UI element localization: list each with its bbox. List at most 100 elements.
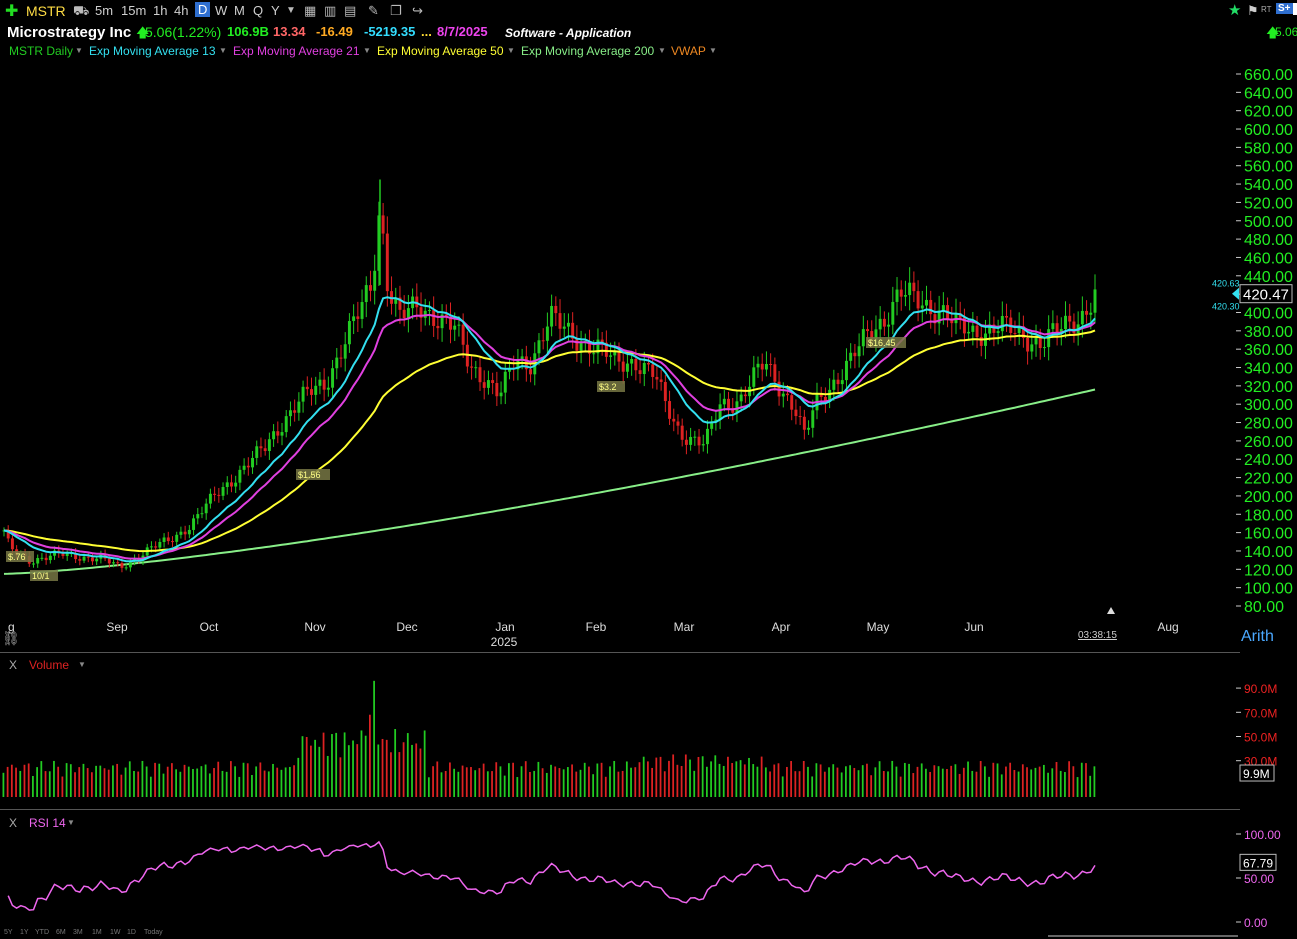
volume-bar bbox=[714, 755, 717, 797]
add-icon[interactable]: ✚ bbox=[5, 3, 19, 20]
study-ema200[interactable]: Exp Moving Average 200 bbox=[521, 44, 655, 58]
rsi-chart[interactable]: 100.00 50.00 0.00 67.79 bbox=[0, 812, 1297, 930]
s-plus-icon[interactable]: S+ bbox=[1276, 3, 1293, 14]
volume-label[interactable]: Volume bbox=[29, 658, 70, 672]
pane-divider[interactable] bbox=[0, 652, 1240, 653]
volume-bar bbox=[756, 766, 759, 797]
volume-bar bbox=[1076, 777, 1079, 797]
timeframe-y[interactable]: Y bbox=[271, 3, 280, 18]
volume-bar bbox=[592, 774, 595, 797]
candle bbox=[213, 493, 217, 495]
candle bbox=[790, 395, 794, 410]
candle bbox=[377, 215, 381, 271]
chevron-down-icon[interactable]: ▼ bbox=[78, 660, 86, 669]
ticker-symbol[interactable]: MSTR bbox=[26, 3, 66, 19]
chevron-down-icon[interactable]: ▼ bbox=[507, 46, 515, 55]
volume-bar bbox=[916, 766, 919, 797]
candle bbox=[288, 410, 292, 417]
chevron-down-icon[interactable]: ▼ bbox=[67, 818, 75, 827]
volume-bar bbox=[739, 760, 742, 797]
range-1y[interactable]: 1Y bbox=[20, 929, 29, 936]
range-1w[interactable]: 1W bbox=[110, 929, 121, 936]
range-1m[interactable]: 1M bbox=[92, 929, 102, 936]
scrollbar[interactable] bbox=[1048, 935, 1238, 937]
study-ema13[interactable]: Exp Moving Average 13 bbox=[89, 44, 216, 58]
timeframe-q[interactable]: Q bbox=[253, 3, 264, 18]
study-ema21[interactable]: Exp Moving Average 21 bbox=[233, 44, 360, 58]
volume-bar bbox=[651, 767, 653, 797]
volume-bar bbox=[571, 764, 573, 797]
volume-bar bbox=[2, 772, 5, 797]
chevron-down-icon[interactable]: ▼ bbox=[75, 46, 83, 55]
volume-bar bbox=[786, 766, 788, 797]
x-tick-label: Jun bbox=[964, 620, 983, 634]
volume-bar bbox=[360, 730, 363, 797]
range-3m[interactable]: 3M bbox=[73, 929, 83, 936]
study-mstr-daily[interactable]: MSTR Daily bbox=[9, 44, 74, 58]
timeframe-d[interactable]: D bbox=[195, 2, 211, 17]
volume-bar bbox=[874, 767, 877, 797]
range-ytd[interactable]: YTD bbox=[35, 929, 49, 936]
candle bbox=[731, 408, 735, 413]
study-ema50[interactable]: Exp Moving Average 50 bbox=[377, 44, 504, 58]
volume-bar bbox=[550, 764, 552, 797]
volume-bar bbox=[267, 771, 270, 797]
study-vwap[interactable]: VWAP bbox=[671, 44, 706, 58]
timeframe-15m[interactable]: 15m bbox=[121, 3, 147, 18]
candle bbox=[743, 394, 747, 397]
volume-bar bbox=[1005, 766, 1007, 797]
volume-bar bbox=[474, 770, 477, 797]
chevron-down-icon[interactable]: ▼ bbox=[658, 46, 666, 55]
layers-icon[interactable]: ❐ bbox=[390, 3, 402, 18]
range-5y[interactable]: 5Y bbox=[4, 929, 13, 936]
chevron-down-icon[interactable]: ▼ bbox=[709, 46, 717, 55]
rsi-close-button[interactable]: X bbox=[9, 816, 18, 830]
volume-bar bbox=[482, 763, 485, 797]
compare-icon[interactable]: ⛟ bbox=[73, 3, 90, 18]
timeframe-4h[interactable]: 4h bbox=[174, 3, 189, 18]
y-tick-label: 320.00 bbox=[1244, 379, 1293, 396]
candle bbox=[112, 562, 115, 564]
volume-bar bbox=[179, 771, 182, 797]
timeframe-1h[interactable]: 1h bbox=[153, 3, 168, 18]
flag-icon[interactable]: ⚑ bbox=[1247, 3, 1259, 18]
range-today[interactable]: Today bbox=[144, 929, 163, 936]
pane-divider[interactable] bbox=[0, 809, 1240, 810]
share-icon[interactable]: ↪ bbox=[412, 3, 423, 18]
volume-close-button[interactable]: X bbox=[9, 658, 18, 672]
rsi-line bbox=[7, 840, 1096, 911]
bars-icon[interactable]: ▥ bbox=[324, 3, 337, 18]
chart-type-icon[interactable]: ▦ bbox=[304, 3, 317, 18]
timeframe-w[interactable]: W bbox=[215, 3, 228, 18]
dropdown-arrow-icon[interactable]: ▼ bbox=[286, 5, 296, 16]
volume-bar bbox=[69, 764, 72, 797]
chevron-down-icon[interactable]: ▼ bbox=[363, 46, 371, 55]
calculator-icon[interactable]: ▤ bbox=[344, 3, 357, 18]
volume-bar bbox=[242, 762, 245, 797]
volume-bar bbox=[659, 756, 662, 797]
volume-bar bbox=[819, 764, 822, 797]
volume-bar bbox=[440, 772, 443, 797]
volume-bar bbox=[777, 763, 780, 797]
volume-bar bbox=[752, 764, 755, 797]
volume-bar bbox=[166, 766, 169, 797]
pencil-icon[interactable]: ✎ bbox=[368, 3, 379, 18]
extra-icon[interactable] bbox=[1293, 3, 1297, 15]
range-1d[interactable]: 1D bbox=[127, 929, 136, 936]
candle bbox=[882, 318, 886, 327]
range-6m[interactable]: 6M bbox=[56, 929, 66, 936]
timeframe-5m[interactable]: 5m bbox=[95, 3, 114, 18]
rsi-last-label: 67.79 bbox=[1243, 856, 1273, 870]
right-up-arrow-icon: 🡅 bbox=[1266, 25, 1280, 40]
candle bbox=[756, 363, 760, 368]
rsi-label[interactable]: RSI 14 bbox=[29, 816, 66, 830]
star-icon[interactable]: ★ bbox=[1228, 2, 1242, 19]
candle bbox=[933, 314, 937, 324]
volume-bar bbox=[588, 766, 590, 797]
chevron-down-icon[interactable]: ▼ bbox=[219, 46, 227, 55]
volume-bar bbox=[53, 760, 55, 797]
candle bbox=[398, 297, 402, 310]
timeframe-m[interactable]: M bbox=[234, 3, 245, 18]
